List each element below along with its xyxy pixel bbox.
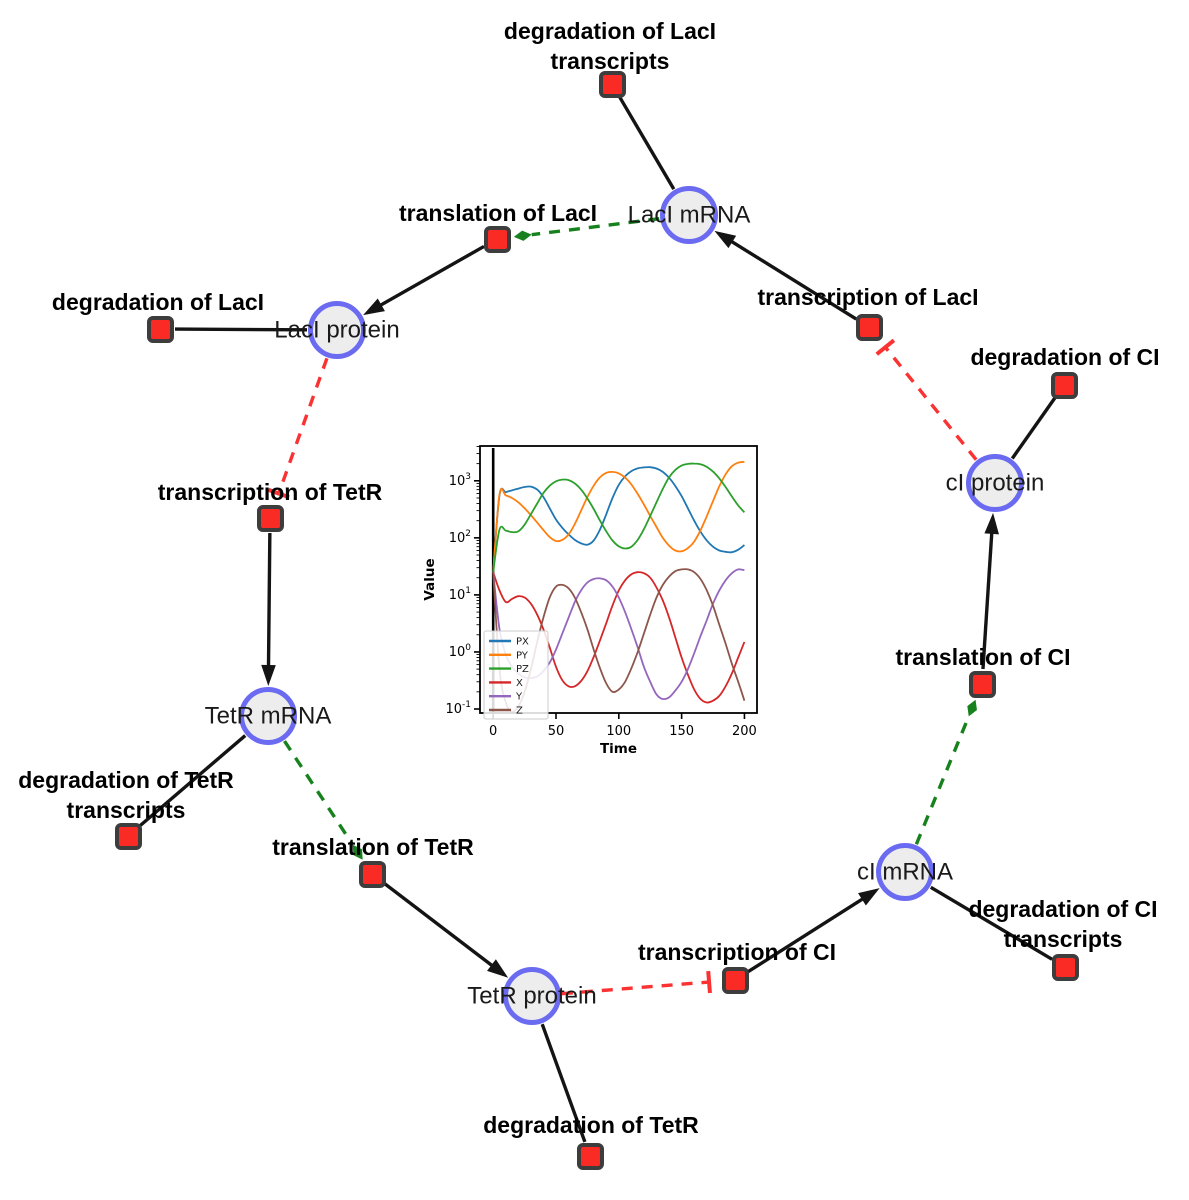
edge-production-r_transl_cI-cI_protein	[981, 512, 999, 670]
reaction-node-r_deg_cI_tx[interactable]	[1051, 953, 1079, 981]
legend-label-PX: PX	[516, 637, 529, 648]
edge-line	[382, 881, 497, 970]
reaction-node-r_txn_lacI[interactable]	[855, 313, 883, 341]
reaction-node-r_deg_cI[interactable]	[1050, 371, 1078, 399]
y-tick-label: 101	[449, 586, 471, 603]
production-arrowhead	[261, 664, 276, 687]
species-node-lacI_mRNA[interactable]	[660, 186, 718, 244]
y-axis-label: Value	[422, 558, 438, 600]
reaction-node-r_deg_lacI_tx[interactable]	[598, 70, 626, 98]
edge-line	[376, 244, 485, 309]
species-node-cI_protein[interactable]	[966, 454, 1024, 512]
x-tick-label: 50	[548, 724, 565, 739]
legend-label-PY: PY	[516, 650, 529, 661]
production-arrowhead	[363, 298, 385, 316]
edge-line	[277, 357, 329, 495]
edge-inhibition-cI_protein-r_txn_lacI	[875, 338, 978, 461]
edge-consumption-tetR_protein-r_deg_tetR	[540, 1023, 587, 1143]
edge-production-r_transl_lacI-lacI_protein	[363, 244, 485, 316]
edge-production-r_txn_tetR-tetR_mRNA	[261, 532, 276, 687]
x-tick-label: 100	[606, 724, 631, 739]
edge-consumption-cI_mRNA-r_deg_cI_tx	[929, 885, 1053, 961]
modifier-diamond-arrowhead	[352, 844, 363, 860]
edge-line	[981, 528, 994, 670]
edge-consumption-cI_protein-r_deg_cI	[1010, 396, 1057, 460]
x-tick-label: 0	[489, 724, 497, 739]
legend-label-PZ: PZ	[516, 664, 529, 675]
series-line-X	[492, 571, 746, 704]
species-node-tetR_mRNA[interactable]	[239, 687, 297, 745]
y-tick-label: 10-1	[445, 700, 471, 717]
edge-line	[929, 885, 1053, 961]
edge-line	[1010, 396, 1057, 460]
y-tick-label: 102	[449, 529, 471, 546]
edge-line	[914, 715, 971, 845]
species-node-lacI_protein[interactable]	[308, 301, 366, 359]
production-arrowhead	[487, 959, 509, 978]
edge-production-r_txn_lacI-lacI_mRNA	[714, 230, 858, 321]
edge-modifier-tetR_mRNA-r_transl_tetR	[283, 740, 363, 860]
edge-consumption-lacI_mRNA-r_deg_lacI_tx	[618, 96, 676, 190]
chart-legend: PX PY PZ XYZ	[483, 630, 549, 720]
reaction-node-r_transl_tetR[interactable]	[358, 860, 386, 888]
reaction-node-r_txn_tetR[interactable]	[256, 504, 284, 532]
species-node-cI_mRNA[interactable]	[876, 843, 934, 901]
production-arrowhead	[858, 888, 880, 906]
edge-production-r_transl_tetR-tetR_protein	[382, 881, 509, 978]
edge-inhibition-lacI_protein-r_txn_tetR	[267, 357, 329, 500]
time-series-chart: 0 50 100 150 20010-1100101102103TimeValuePXP…	[420, 434, 777, 771]
edge-line	[283, 740, 355, 846]
inhibition-tee-bar	[267, 487, 290, 500]
edge-modifier-lacI_mRNA-r_transl_lacI	[513, 217, 660, 241]
series-line-PY	[492, 460, 745, 573]
edge-production-r_txn_cI-cI_mRNA	[746, 888, 880, 974]
y-tick-label: 103	[449, 472, 471, 489]
reaction-node-r_deg_tetR[interactable]	[576, 1142, 604, 1170]
production-arrowhead	[984, 512, 999, 535]
edge-line	[746, 895, 868, 974]
legend-label-Y: Y	[515, 692, 523, 703]
series-line-PX	[492, 466, 745, 573]
y-tick-label: 100	[449, 643, 472, 660]
x-axis-label: Time	[600, 741, 637, 757]
edge-line	[531, 217, 660, 237]
legend-label-Z: Z	[516, 706, 523, 717]
edge-line	[266, 532, 272, 671]
modifier-diamond-arrowhead	[967, 699, 977, 717]
production-arrowhead	[714, 230, 737, 249]
edge-line	[884, 346, 978, 461]
x-tick-label: 150	[669, 724, 694, 739]
reaction-node-r_deg_tetR_tx[interactable]	[114, 822, 142, 850]
edge-line	[174, 327, 308, 332]
reaction-node-r_transl_cI[interactable]	[968, 670, 996, 698]
edge-consumption-tetR_mRNA-r_deg_tetR_tx	[138, 734, 247, 828]
species-node-tetR_protein[interactable]	[503, 967, 561, 1025]
edge-modifier-cI_mRNA-r_transl_cI	[914, 699, 977, 845]
reaction-node-r_transl_lacI[interactable]	[483, 225, 511, 253]
modifier-diamond-arrowhead	[513, 230, 532, 241]
edge-line	[727, 237, 858, 321]
edge-line	[540, 1023, 587, 1143]
legend-label-X: X	[516, 678, 523, 689]
edge-line	[561, 980, 710, 996]
reaction-node-r_txn_cI[interactable]	[721, 966, 749, 994]
edge-line	[618, 96, 676, 190]
edge-line	[138, 734, 247, 828]
edge-inhibition-tetR_protein-r_txn_cI	[561, 970, 712, 996]
reaction-node-r_deg_lacI[interactable]	[146, 315, 174, 343]
x-tick-label: 200	[732, 724, 757, 739]
series-line-PZ	[492, 462, 746, 573]
edge-consumption-lacI_protein-r_deg_lacI	[174, 327, 308, 332]
